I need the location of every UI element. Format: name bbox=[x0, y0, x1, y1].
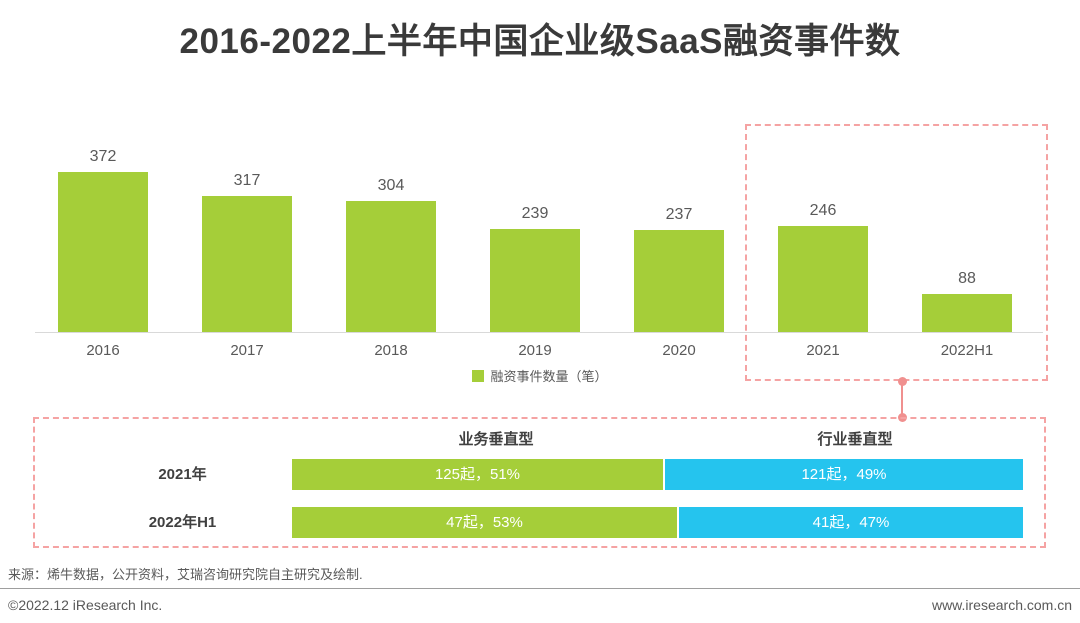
chart-title: 2016-2022上半年中国企业级SaaS融资事件数 bbox=[179, 22, 901, 61]
bar-2020 bbox=[634, 230, 724, 332]
segment-business-vertical: 125起，51% bbox=[292, 459, 663, 490]
bar-2022H1 bbox=[922, 294, 1012, 332]
column-header-industry-vertical: 行业垂直型 bbox=[817, 431, 893, 448]
bar-2016 bbox=[58, 172, 148, 332]
bar-value-label: 246 bbox=[809, 202, 837, 219]
x-axis-label: 2020 bbox=[662, 342, 696, 359]
x-axis-label: 2022H1 bbox=[940, 342, 994, 359]
x-axis-line bbox=[35, 332, 1043, 333]
row-label: 2021年 bbox=[158, 466, 207, 483]
website-text: www.iresearch.com.cn bbox=[931, 597, 1072, 613]
column-header-business-vertical: 业务垂直型 bbox=[458, 431, 534, 448]
footer: ©2022.12 iResearch Inc. www.iresearch.co… bbox=[0, 597, 1080, 613]
x-axis-label: 2017 bbox=[230, 342, 264, 359]
breakdown-row: 2022年H1 47起，53% 41起，47% bbox=[35, 507, 1044, 538]
connector-line bbox=[901, 381, 903, 417]
legend: 融资事件数量（笔） bbox=[0, 366, 1080, 385]
bar-2017 bbox=[202, 196, 292, 332]
highlight-dashed-box bbox=[745, 124, 1048, 381]
legend-swatch-icon bbox=[472, 369, 485, 382]
row-label: 2022年H1 bbox=[148, 514, 217, 531]
source-note: 来源：烯牛数据，公开资料，艾瑞咨询研究院自主研究及绘制. bbox=[8, 567, 363, 582]
connector-dot-top bbox=[898, 377, 907, 386]
bar-2019 bbox=[490, 229, 580, 332]
bar-value-label: 237 bbox=[665, 206, 693, 223]
bar-2021 bbox=[778, 226, 868, 332]
bar-2018 bbox=[346, 201, 436, 332]
x-axis-label: 2016 bbox=[86, 342, 120, 359]
segment-industry-vertical: 121起，49% bbox=[665, 459, 1023, 490]
x-axis-label: 2019 bbox=[518, 342, 552, 359]
legend-label: 融资事件数量（笔） bbox=[490, 369, 608, 384]
bar-value-label: 88 bbox=[958, 270, 976, 287]
bar-value-label: 372 bbox=[89, 148, 117, 165]
bar-value-label: 304 bbox=[377, 177, 405, 194]
footer-divider bbox=[0, 588, 1080, 589]
x-axis-label: 2018 bbox=[374, 342, 408, 359]
copyright-text: ©2022.12 iResearch Inc. bbox=[8, 597, 163, 613]
bar-value-label: 239 bbox=[521, 205, 549, 222]
breakdown-panel: 业务垂直型 行业垂直型 2021年 125起，51% 121起，49% 2022年H1… bbox=[33, 417, 1046, 548]
breakdown-row: 2021年 125起，51% 121起，49% bbox=[35, 459, 1044, 490]
bar-value-label: 317 bbox=[233, 172, 261, 189]
x-axis-label: 2021 bbox=[806, 342, 840, 359]
segment-business-vertical: 47起，53% bbox=[292, 507, 677, 538]
segment-industry-vertical: 41起，47% bbox=[679, 507, 1023, 538]
